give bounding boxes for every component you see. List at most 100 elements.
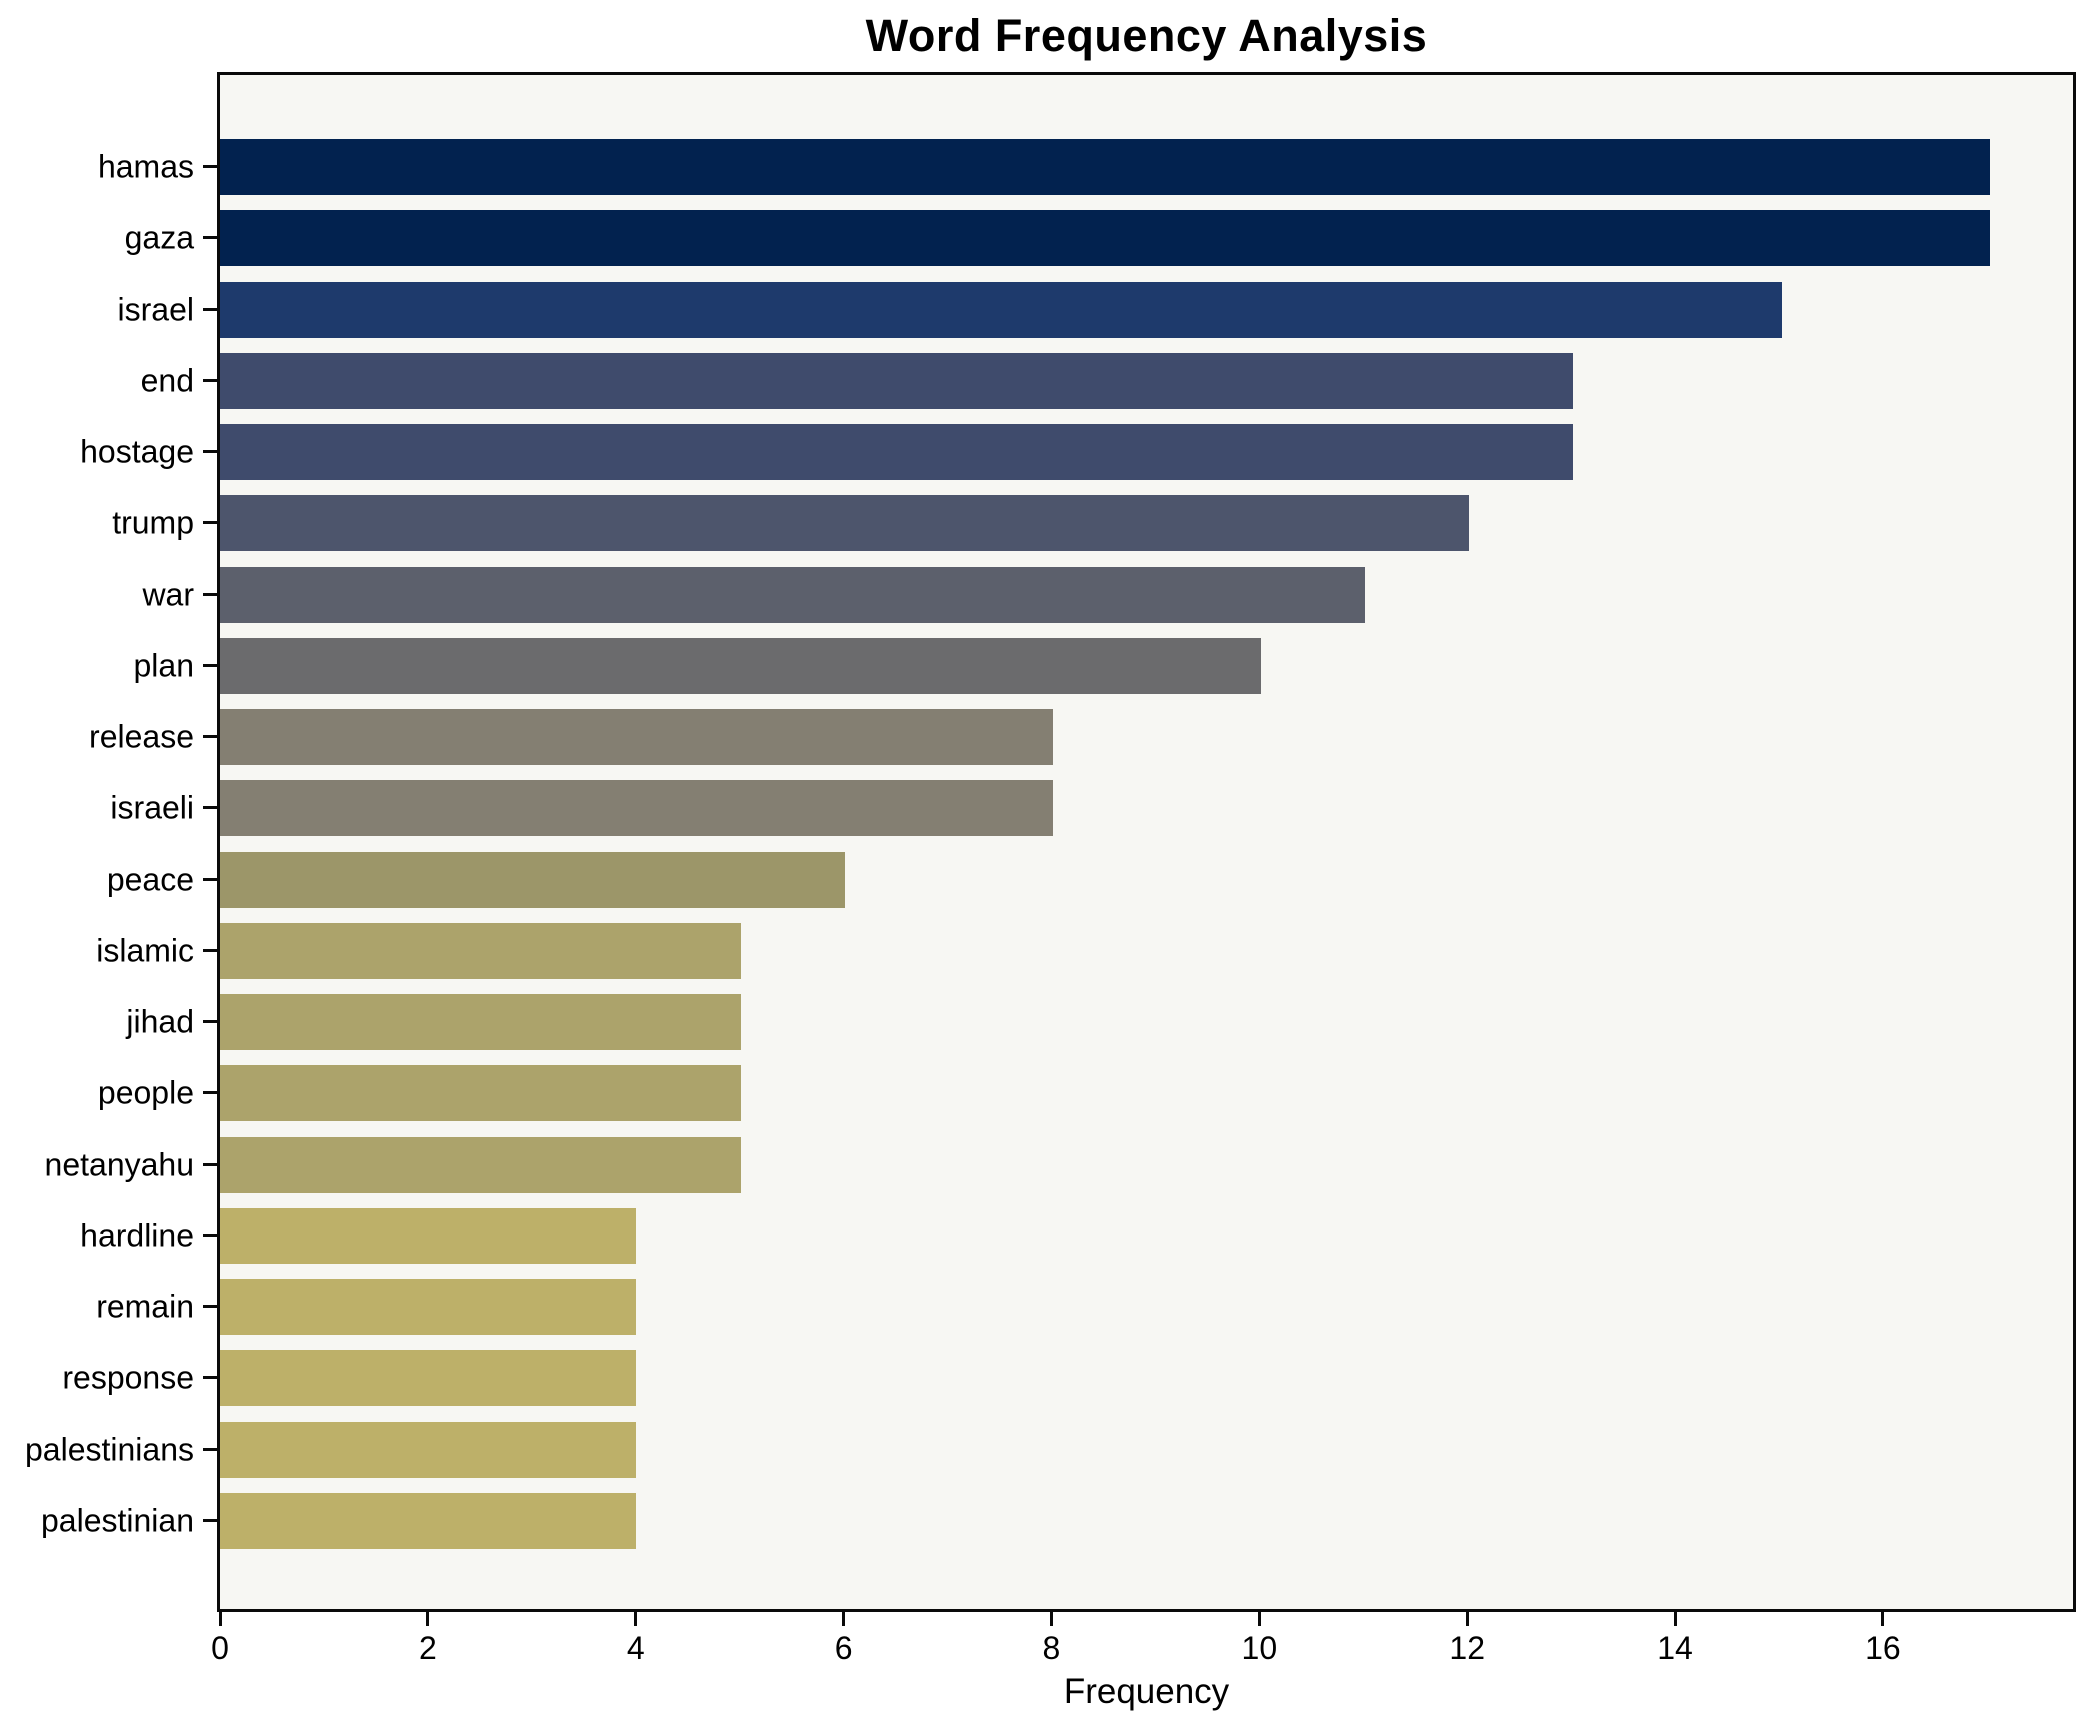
bar-row: hostage xyxy=(80,424,2073,480)
x-tick-label: 2 xyxy=(418,1630,437,1666)
y-tick-mark xyxy=(203,735,217,738)
x-tick-label: 10 xyxy=(1241,1630,1278,1666)
bar xyxy=(220,424,1574,480)
bar xyxy=(220,1492,637,1549)
bar xyxy=(220,1065,741,1122)
y-tick-mark xyxy=(203,378,217,382)
x-tick-mark xyxy=(1465,1612,1469,1626)
bars-container: hamas gaza israel end hostage trump war plan rel… xyxy=(25,75,2073,1609)
y-axis-label: gaza xyxy=(124,219,194,256)
y-axis-label: people xyxy=(97,1074,194,1111)
y-tick-mark xyxy=(203,663,217,667)
bar-row: release xyxy=(89,709,2073,765)
bar xyxy=(220,1207,637,1264)
bar xyxy=(220,566,1366,623)
y-axis-label: jihad xyxy=(126,1003,194,1040)
bar xyxy=(220,1350,637,1407)
y-axis-label: palestinians xyxy=(25,1431,194,1467)
x-tick-mark xyxy=(1673,1612,1677,1626)
bar xyxy=(220,495,1470,552)
bar xyxy=(220,281,1782,338)
y-tick-mark xyxy=(203,1233,217,1237)
bar xyxy=(220,139,1990,195)
y-tick-mark xyxy=(203,1376,217,1380)
bar-row: israeli xyxy=(110,780,2073,837)
y-tick-mark xyxy=(203,1091,217,1095)
x-tick-mark xyxy=(1881,1612,1885,1626)
bar-row: israel xyxy=(118,281,2073,338)
x-tick-label: 0 xyxy=(211,1630,229,1666)
y-tick-mark xyxy=(203,521,217,525)
x-tick-mark xyxy=(634,1612,638,1626)
y-axis-label: hostage xyxy=(80,433,194,470)
bar xyxy=(220,1279,637,1335)
x-tick-mark xyxy=(1049,1612,1053,1626)
bar-row: war xyxy=(142,566,2073,623)
y-axis-label: plan xyxy=(133,647,195,684)
y-axis-label: israeli xyxy=(110,789,194,826)
y-tick-mark xyxy=(203,806,217,810)
bar xyxy=(220,210,1990,267)
y-tick-mark xyxy=(203,948,217,952)
x-axis-label: Frequency xyxy=(1063,1672,1230,1711)
bar xyxy=(220,709,1053,765)
bar xyxy=(220,352,1574,409)
y-axis-label: end xyxy=(140,362,194,399)
x-tick-label: 8 xyxy=(1042,1630,1061,1666)
y-tick-mark xyxy=(203,1162,217,1166)
y-tick-mark xyxy=(203,1447,217,1451)
x-tick-label: 6 xyxy=(834,1630,853,1666)
bar xyxy=(220,851,845,908)
bar-row: gaza xyxy=(125,210,2073,267)
bar xyxy=(220,994,741,1050)
x-tick-mark xyxy=(218,1612,222,1626)
chart-title: Word Frequency Analysis xyxy=(865,10,1428,61)
bar xyxy=(220,637,1261,694)
bar-row: remain xyxy=(96,1279,2073,1335)
bar-row: plan xyxy=(134,637,2073,694)
y-axis-label: response xyxy=(62,1359,194,1396)
y-tick-mark xyxy=(203,1020,217,1023)
y-tick-mark xyxy=(203,1305,217,1308)
y-tick-mark xyxy=(203,592,217,596)
x-axis-ticks: 0 2 4 6 8 10 12 14 16 xyxy=(211,1612,2070,1672)
bar-row: netanyahu xyxy=(45,1136,2073,1193)
bar-row: people xyxy=(98,1065,2073,1122)
bar-row: palestinians xyxy=(25,1421,2073,1478)
bar xyxy=(220,1421,637,1478)
bar-row: hamas xyxy=(98,139,2073,195)
x-tick-label: 14 xyxy=(1657,1630,1693,1666)
y-axis-label: hamas xyxy=(97,148,194,185)
x-tick-label: 12 xyxy=(1449,1630,1485,1666)
bar-row: end xyxy=(141,352,2073,409)
y-axis-label: netanyahu xyxy=(44,1146,194,1182)
y-axis-label: remain xyxy=(96,1288,194,1325)
bar-row: hardline xyxy=(80,1207,2073,1264)
y-tick-mark xyxy=(203,877,217,881)
plot-area: hamas gaza israel end hostage trump war plan rel… xyxy=(25,72,2076,1612)
y-tick-mark xyxy=(203,236,217,240)
bar-row: palestinian xyxy=(41,1492,2073,1549)
x-tick-mark xyxy=(426,1612,430,1626)
x-tick-mark xyxy=(842,1612,846,1626)
bar xyxy=(220,922,741,979)
bar xyxy=(220,780,1053,837)
y-axis-label: war xyxy=(142,576,194,612)
bar-row: islamic xyxy=(96,922,2073,979)
bar-row: jihad xyxy=(126,994,2073,1050)
y-axis-label: palestinian xyxy=(41,1502,194,1539)
y-axis-label: islamic xyxy=(96,932,194,969)
y-tick-mark xyxy=(203,307,217,311)
y-tick-mark xyxy=(203,450,217,453)
bar-row: response xyxy=(62,1350,2073,1407)
y-tick-mark xyxy=(203,165,217,168)
y-axis-label: release xyxy=(89,718,194,755)
x-tick-label: 4 xyxy=(626,1630,645,1666)
y-axis-label: israel xyxy=(117,291,194,327)
y-axis-label: trump xyxy=(112,504,194,541)
y-tick-mark xyxy=(203,1518,217,1522)
bar xyxy=(220,1136,741,1193)
y-axis-label: hardline xyxy=(80,1217,194,1254)
x-tick-mark xyxy=(1257,1612,1261,1626)
